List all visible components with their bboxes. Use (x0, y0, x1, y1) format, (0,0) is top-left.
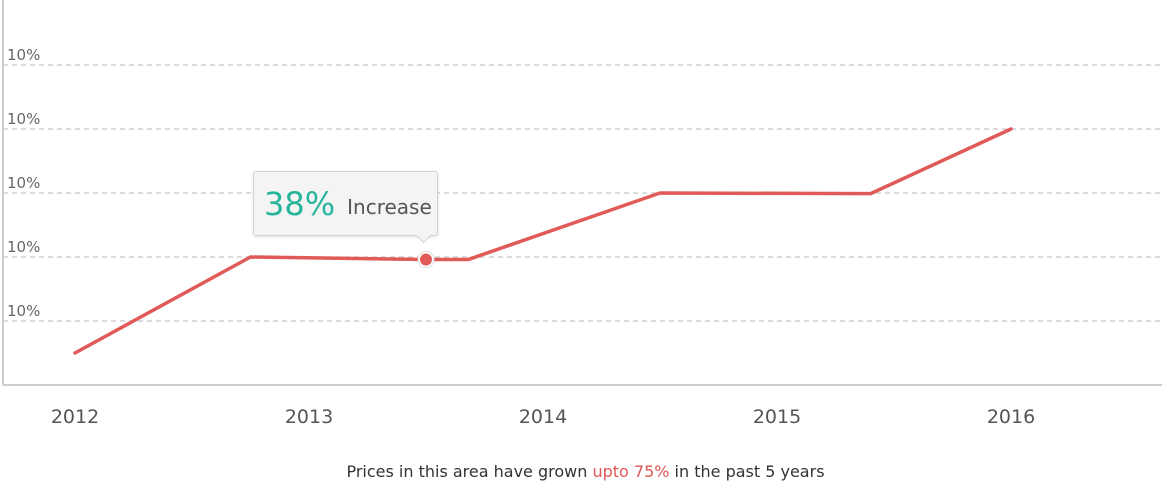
x-tick-label: 2012 (51, 406, 99, 428)
x-tick-label: 2015 (753, 406, 801, 428)
tooltip-value: 38% (264, 184, 336, 223)
x-tick-label: 2013 (285, 406, 333, 428)
x-tick-label: 2014 (519, 406, 567, 428)
tooltip-label: Increase (347, 194, 432, 219)
caption-suffix: in the past 5 years (669, 462, 825, 481)
caption-prefix: Prices in this area have grown (346, 462, 593, 481)
y-tick-label: 10% (7, 174, 40, 192)
x-tick-label: 2016 (987, 406, 1035, 428)
y-tick-label: 10% (7, 302, 40, 320)
chart-caption: Prices in this area have grown upto 75% … (0, 462, 1171, 481)
caption-highlight: upto 75% (592, 462, 670, 481)
y-tick-label: 10% (7, 110, 40, 128)
y-tick-label: 10% (7, 238, 40, 256)
data-tooltip: 38% Increase (253, 171, 438, 236)
y-tick-label: 10% (7, 46, 40, 64)
highlight-point (420, 253, 432, 266)
series-line (73, 127, 1013, 355)
